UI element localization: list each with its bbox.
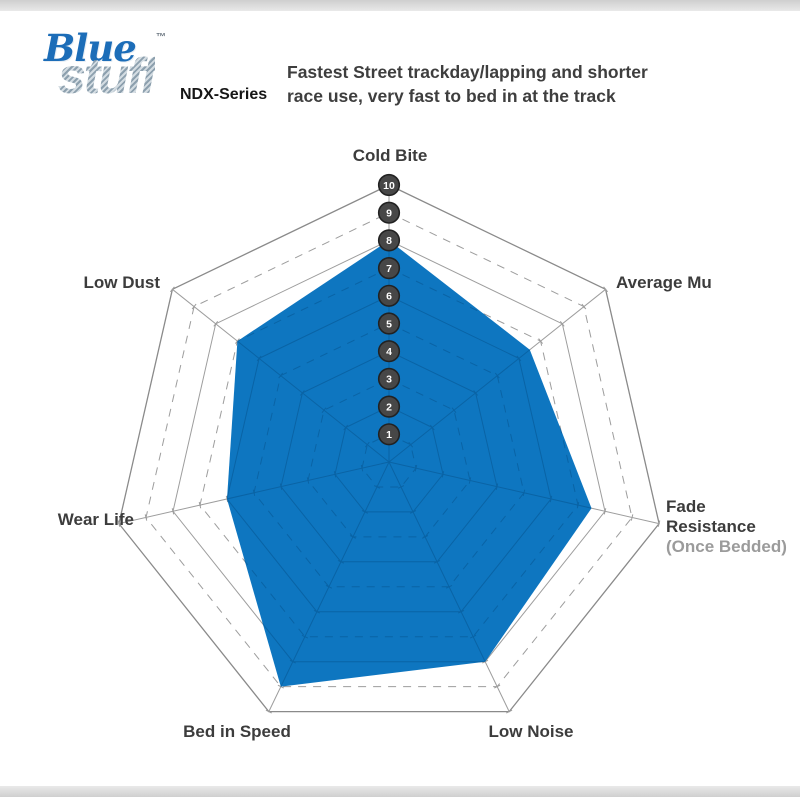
logo-stuff-text: stuff	[58, 48, 157, 104]
bluestuff-logo: Blue ™ stuff NDX-Series	[38, 30, 278, 118]
axis-label-average-mu: Average Mu	[616, 273, 712, 292]
svg-text:4: 4	[386, 346, 392, 358]
logo-blue-text: Blue	[44, 26, 137, 70]
scale-badge-8: 8	[377, 229, 401, 252]
svg-text:6: 6	[386, 291, 392, 303]
logo-series-text: NDX-Series	[180, 86, 268, 103]
svg-text:10: 10	[383, 180, 395, 192]
trademark-symbol: ™	[156, 32, 166, 43]
svg-text:9: 9	[386, 208, 392, 220]
product-description: Fastest Street trackday/lapping and shor…	[287, 60, 707, 108]
axis-label-low-dust: Low Dust	[83, 273, 161, 292]
scale-badge-7: 7	[377, 257, 401, 280]
radar-data-polygon	[227, 240, 592, 687]
svg-text:7: 7	[386, 263, 392, 275]
scale-badge-2: 2	[377, 395, 401, 418]
fade-label-sub: (Once Bedded)	[666, 537, 787, 556]
scale-badge-1: 1	[377, 423, 401, 446]
svg-text:8: 8	[386, 235, 392, 247]
axis-label-low-noise: Low Noise	[488, 722, 574, 741]
axis-label-bed-in-speed: Bed in Speed	[183, 722, 291, 741]
scale-badge-10: 10	[377, 173, 401, 197]
axis-label-wear-life: Wear Life	[57, 510, 134, 529]
svg-text:1: 1	[386, 429, 392, 441]
top-edge-band	[0, 0, 800, 11]
scale-badge-9: 9	[377, 201, 401, 224]
scale-badge-6: 6	[377, 284, 401, 307]
scale-badge-3: 3	[377, 367, 401, 391]
description-line-2: race use, very fast to bed in at the tra…	[287, 86, 616, 106]
fade-label-line2: Resistance	[666, 517, 756, 536]
svg-text:3: 3	[386, 374, 392, 386]
svg-text:2: 2	[386, 401, 392, 413]
svg-text:5: 5	[386, 318, 392, 330]
scale-badges: 1 2 3 4 5 6 7 8 9 10	[377, 173, 401, 446]
description-line-1: Fastest Street trackday/lapping and shor…	[287, 62, 648, 82]
axis-label-cold-bite: Cold Bite	[352, 146, 428, 165]
scale-badge-4: 4	[377, 340, 401, 363]
axis-label-fade-resistance: Fade Resistance (Once Bedded)	[666, 497, 796, 557]
fade-label-line1: Fade	[666, 497, 706, 516]
scale-badge-5: 5	[377, 312, 401, 335]
bottom-edge-band	[0, 786, 800, 797]
